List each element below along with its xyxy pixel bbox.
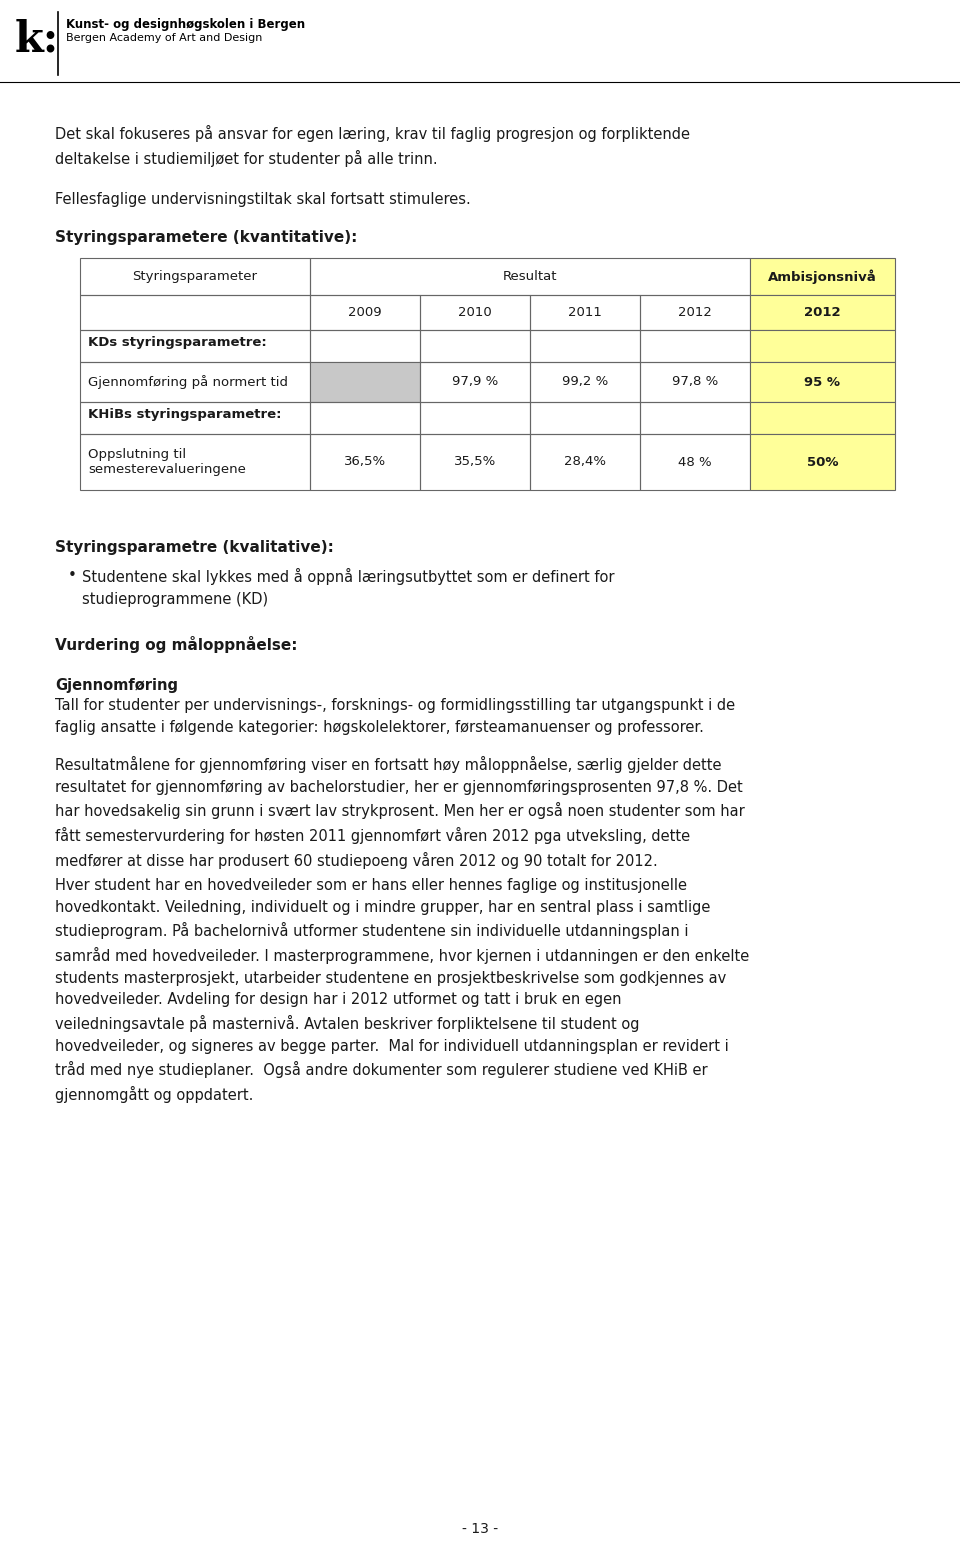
Text: Bergen Academy of Art and Design: Bergen Academy of Art and Design <box>66 32 262 43</box>
Bar <box>750 401 895 434</box>
Text: 2012: 2012 <box>678 306 712 320</box>
Text: Studentene skal lykkes med å oppnå læringsutbyttet som er definert for
studiepro: Studentene skal lykkes med å oppnå lærin… <box>82 568 614 607</box>
Text: Resultatmålene for gjennomføring viser en fortsatt høy måloppnåelse, særlig gjel: Resultatmålene for gjennomføring viser e… <box>55 757 745 869</box>
Text: 50%: 50% <box>806 455 838 468</box>
Bar <box>310 330 420 361</box>
Text: Styringsparametere (kvantitative):: Styringsparametere (kvantitative): <box>55 230 357 245</box>
Bar <box>310 258 750 295</box>
Bar <box>80 401 310 434</box>
Bar <box>530 401 640 434</box>
Text: k:: k: <box>15 19 60 60</box>
Bar <box>750 295 895 330</box>
Text: Gjennomføring på normert tid: Gjennomføring på normert tid <box>88 375 288 389</box>
Bar <box>640 361 750 401</box>
Text: 2012: 2012 <box>804 306 841 320</box>
Text: Hver student har en hovedveileder som er hans eller hennes faglige og institusjo: Hver student har en hovedveileder som er… <box>55 879 749 1102</box>
Text: 35,5%: 35,5% <box>454 455 496 468</box>
Text: 97,9 %: 97,9 % <box>452 375 498 389</box>
Text: 99,2 %: 99,2 % <box>562 375 608 389</box>
Text: Tall for studenter per undervisnings-, forsknings- og formidlingsstilling tar ut: Tall for studenter per undervisnings-, f… <box>55 698 735 735</box>
Text: 48 %: 48 % <box>678 455 711 468</box>
Bar <box>420 434 530 489</box>
Bar <box>80 361 310 401</box>
Text: 36,5%: 36,5% <box>344 455 386 468</box>
Bar <box>530 434 640 489</box>
Bar <box>640 295 750 330</box>
Text: 2011: 2011 <box>568 306 602 320</box>
Bar <box>750 361 895 401</box>
Text: •: • <box>68 568 77 584</box>
Bar <box>640 401 750 434</box>
Text: Kunst- og designhøgskolen i Bergen: Kunst- og designhøgskolen i Bergen <box>66 19 305 31</box>
Text: Resultat: Resultat <box>503 270 557 283</box>
Bar <box>750 434 895 489</box>
Bar <box>530 295 640 330</box>
Text: KHiBs styringsparametre:: KHiBs styringsparametre: <box>88 408 281 422</box>
Text: 28,4%: 28,4% <box>564 455 606 468</box>
Bar <box>80 258 310 295</box>
Bar <box>530 361 640 401</box>
Bar <box>420 401 530 434</box>
Bar <box>310 361 420 401</box>
Text: Gjennomføring: Gjennomføring <box>55 678 178 693</box>
Text: Det skal fokuseres på ansvar for egen læring, krav til faglig progresjon og forp: Det skal fokuseres på ansvar for egen læ… <box>55 125 690 167</box>
Bar <box>420 330 530 361</box>
Text: 2010: 2010 <box>458 306 492 320</box>
Text: Oppslutning til
semesterevalueringene: Oppslutning til semesterevalueringene <box>88 448 246 476</box>
Bar <box>310 401 420 434</box>
Text: - 13 -: - 13 - <box>462 1522 498 1536</box>
Text: Styringsparameter: Styringsparameter <box>132 270 257 283</box>
Text: Fellesfaglige undervisningstiltak skal fortsatt stimuleres.: Fellesfaglige undervisningstiltak skal f… <box>55 191 470 207</box>
Text: 95 %: 95 % <box>804 375 841 389</box>
Bar <box>80 330 310 361</box>
Text: 2009: 2009 <box>348 306 382 320</box>
Bar <box>80 295 310 330</box>
Bar <box>640 330 750 361</box>
Bar <box>750 330 895 361</box>
Bar <box>750 258 895 295</box>
Text: Vurdering og måloppnåelse:: Vurdering og måloppnåelse: <box>55 636 298 653</box>
Text: Styringsparametre (kvalitative):: Styringsparametre (kvalitative): <box>55 540 334 554</box>
Bar <box>530 330 640 361</box>
Text: Ambisjonsnivå: Ambisjonsnivå <box>768 269 876 284</box>
Bar <box>310 295 420 330</box>
Bar <box>80 434 310 489</box>
Bar <box>640 434 750 489</box>
Text: KDs styringsparametre:: KDs styringsparametre: <box>88 337 267 349</box>
Text: 97,8 %: 97,8 % <box>672 375 718 389</box>
Bar <box>310 434 420 489</box>
Bar <box>420 361 530 401</box>
Bar <box>420 295 530 330</box>
